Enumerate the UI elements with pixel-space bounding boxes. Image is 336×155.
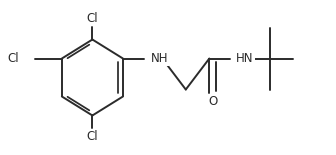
Text: HN: HN <box>236 52 254 65</box>
Text: Cl: Cl <box>87 130 98 143</box>
Text: O: O <box>208 95 217 108</box>
Text: Cl: Cl <box>7 52 19 65</box>
Text: Cl: Cl <box>87 12 98 25</box>
Text: NH: NH <box>151 52 168 65</box>
